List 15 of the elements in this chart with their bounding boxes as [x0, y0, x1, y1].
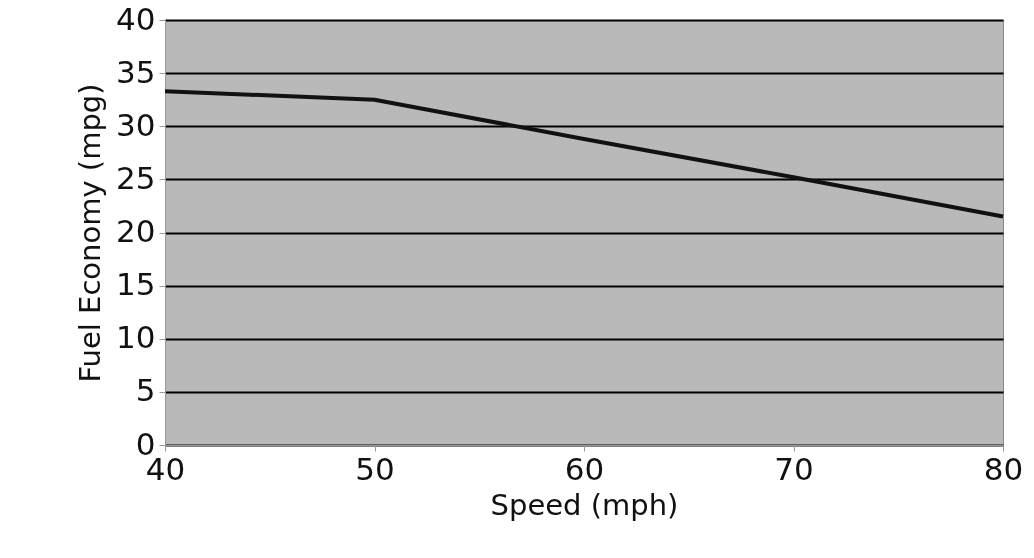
y-tick-label: 30	[116, 106, 156, 143]
y-tick-label: 25	[116, 159, 156, 196]
x-tick-label: 80	[983, 450, 1024, 487]
y-tick-label: 20	[116, 213, 156, 249]
x-tick-label: 60	[564, 450, 605, 487]
y-tick-label: 35	[116, 53, 156, 90]
x-tick-label: 50	[355, 450, 395, 487]
y-tick-label: 10	[116, 319, 156, 356]
y-tick-label: 40	[116, 0, 156, 37]
x-tick-label: 70	[774, 450, 814, 487]
x-axis-title: Speed (mph)	[490, 487, 679, 522]
y-tick-label: 5	[135, 372, 156, 409]
line-series	[163, 89, 1005, 219]
y-axis-title: Fuel Economy (mpg)	[73, 83, 108, 383]
y-tick-label: 15	[116, 266, 156, 303]
